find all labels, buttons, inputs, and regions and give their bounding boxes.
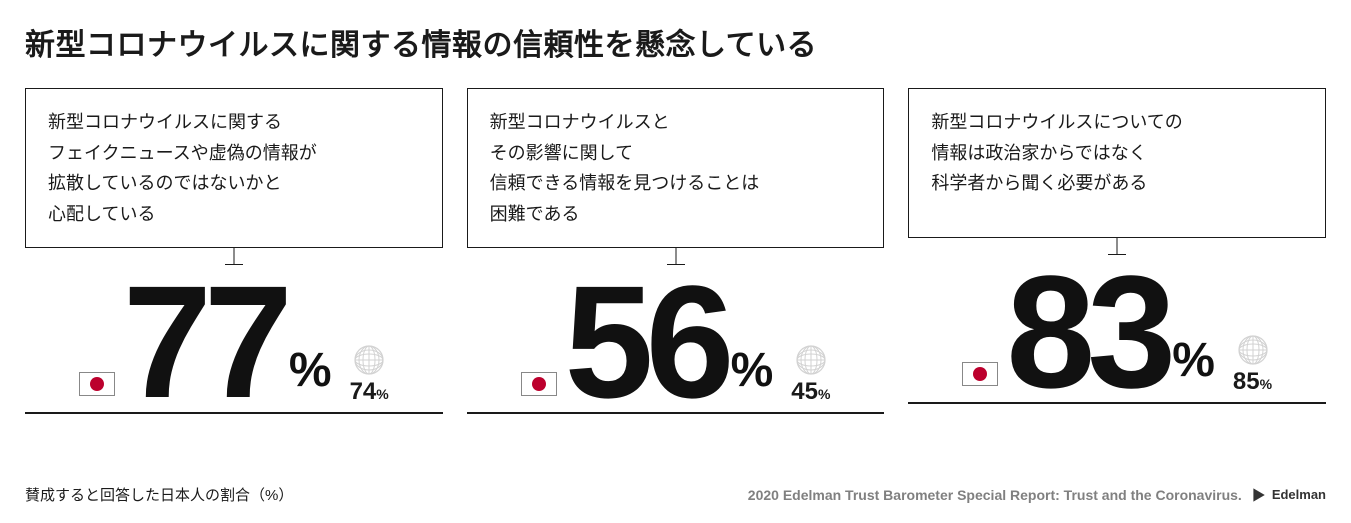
- panel-3-description: 新型コロナウイルスについての 情報は政治家からではなく 科学者から聞く必要がある: [908, 88, 1326, 238]
- panel-1-description: 新型コロナウイルスに関する フェイクニュースや虚偽の情報が 拡散しているのではな…: [25, 88, 443, 248]
- panel-1-global: 74%: [350, 344, 389, 406]
- japan-flag-icon: [79, 372, 115, 396]
- panel-2-value: 56: [565, 274, 727, 410]
- panel-1-stats: 77 % 74%: [25, 274, 443, 414]
- footnote-left: 賛成すると回答した日本人の割合（%）: [25, 484, 293, 505]
- panel-1-value: 77: [123, 274, 285, 410]
- panel-row: 新型コロナウイルスに関する フェイクニュースや虚偽の情報が 拡散しているのではな…: [25, 88, 1326, 414]
- panel-3-stats: 83 % 85%: [908, 264, 1326, 404]
- footer: 賛成すると回答した日本人の割合（%） 2020 Edelman Trust Ba…: [25, 484, 1326, 505]
- source-text: 2020 Edelman Trust Barometer Special Rep…: [748, 487, 1242, 503]
- panel-3-pct: %: [1172, 333, 1215, 388]
- globe-icon: [1237, 334, 1269, 366]
- panel-1-global-value: 74%: [350, 378, 389, 406]
- panel-1-pct: %: [289, 343, 332, 398]
- panel-3-global: 85%: [1233, 334, 1272, 396]
- panel-3: 新型コロナウイルスについての 情報は政治家からではなく 科学者から聞く必要がある…: [908, 88, 1326, 414]
- globe-icon: [353, 344, 385, 376]
- japan-flag-icon: [962, 362, 998, 386]
- page-title: 新型コロナウイルスに関する情報の信頼性を懸念している: [25, 20, 1326, 64]
- panel-1: 新型コロナウイルスに関する フェイクニュースや虚偽の情報が 拡散しているのではな…: [25, 88, 443, 414]
- panel-2-description: 新型コロナウイルスと その影響に関して 信頼できる情報を見つけることは 困難であ…: [467, 88, 885, 248]
- panel-2-pct: %: [731, 343, 774, 398]
- brand-name: Edelman: [1272, 487, 1326, 502]
- panel-2: 新型コロナウイルスと その影響に関して 信頼できる情報を見つけることは 困難であ…: [467, 88, 885, 414]
- japan-flag-icon: [521, 372, 557, 396]
- panel-2-stats: 56 % 45%: [467, 274, 885, 414]
- panel-2-global-value: 45%: [791, 378, 830, 406]
- panel-3-value: 83: [1006, 264, 1168, 400]
- globe-icon: [795, 344, 827, 376]
- edelman-mark-icon: [1250, 486, 1268, 504]
- panel-2-global: 45%: [791, 344, 830, 406]
- panel-3-global-value: 85%: [1233, 368, 1272, 396]
- footnote-right: 2020 Edelman Trust Barometer Special Rep…: [748, 486, 1326, 504]
- edelman-logo: Edelman: [1250, 486, 1326, 504]
